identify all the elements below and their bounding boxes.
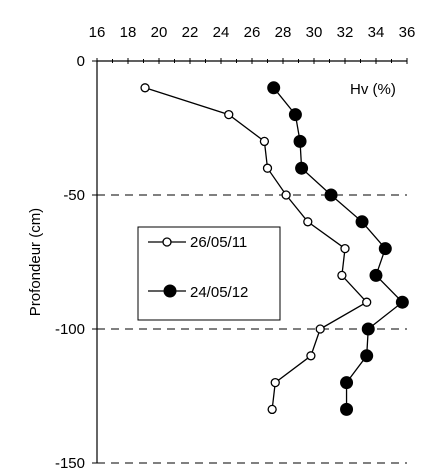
- data-point-filled: [293, 134, 307, 148]
- x-tick-label: 30: [306, 24, 323, 41]
- x-tick-label: 20: [151, 24, 168, 41]
- series-2: [267, 81, 409, 416]
- data-series: [140, 81, 409, 416]
- data-point-open: [340, 243, 350, 254]
- data-point-filled: [340, 402, 354, 416]
- x-tick-label: 16: [89, 24, 106, 41]
- data-point-open: [224, 109, 234, 120]
- x-axis-title: Hv (%): [350, 81, 396, 98]
- legend-entry-2: 24/05/12: [148, 284, 248, 301]
- data-point-filled: [355, 215, 369, 229]
- data-point-filled: [378, 242, 392, 256]
- y-tick-label: -150: [55, 455, 85, 471]
- data-point-filled: [324, 188, 338, 202]
- x-tick-label: 24: [213, 24, 230, 41]
- x-tick-label: 26: [244, 24, 261, 41]
- legend-marker-open-circle: [162, 237, 172, 247]
- data-point-open: [267, 404, 277, 415]
- data-point-filled: [295, 161, 309, 175]
- data-point-open: [306, 351, 316, 361]
- y-tick-label: -100: [55, 321, 85, 338]
- x-tick-label: 28: [275, 24, 292, 41]
- grid-lines: [97, 194, 407, 464]
- data-point-open: [337, 270, 347, 281]
- y-tick-label: 0: [77, 53, 85, 70]
- data-point-filled: [340, 376, 354, 390]
- x-tick-label: 22: [182, 24, 199, 41]
- x-tick-label: 32: [337, 24, 354, 41]
- y-tick-label: -50: [63, 187, 85, 204]
- legend-marker-filled-circle: [163, 284, 177, 298]
- y-axis-ticks: 0 -50 -100 -150: [55, 53, 97, 471]
- x-tick-label: 36: [399, 24, 416, 41]
- data-point-open: [315, 324, 325, 334]
- series-1: [140, 83, 372, 415]
- data-point-filled: [267, 81, 281, 95]
- data-point-open: [140, 83, 150, 93]
- data-point-open: [303, 217, 313, 227]
- legend: 26/05/11 24/05/12: [137, 226, 281, 321]
- data-point-filled: [395, 295, 409, 309]
- data-point-open: [259, 136, 270, 147]
- legend-entry-1: 26/05/11: [148, 234, 247, 251]
- data-point-filled: [361, 322, 375, 336]
- data-point-filled: [288, 108, 302, 122]
- data-point-open: [281, 190, 291, 200]
- data-point-open: [262, 163, 273, 173]
- y-axis-title: Profondeur (cm): [27, 208, 44, 316]
- legend-label-2: 24/05/12: [190, 284, 248, 301]
- data-point-filled: [369, 268, 383, 282]
- x-axis-ticks: 16 18 20 22 24 26 28 30 32 34 36: [89, 24, 416, 64]
- data-point-open: [362, 297, 372, 307]
- data-point-filled: [360, 349, 374, 363]
- legend-label-1: 26/05/11: [190, 234, 247, 251]
- x-tick-label: 34: [368, 24, 385, 41]
- data-point-open: [270, 377, 280, 388]
- x-tick-label: 18: [120, 24, 137, 41]
